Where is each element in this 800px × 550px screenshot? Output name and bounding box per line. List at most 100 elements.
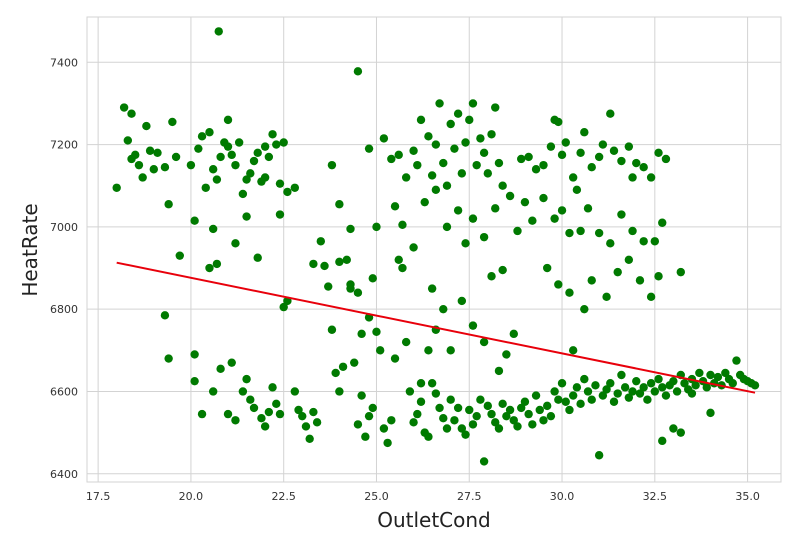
data-point [539, 160, 548, 170]
data-point [639, 383, 648, 392]
data-point [669, 424, 678, 433]
data-point [628, 387, 637, 396]
data-point [453, 109, 463, 118]
data-point [227, 150, 236, 160]
data-point [542, 401, 552, 411]
data-point [127, 109, 136, 118]
data-point [238, 387, 248, 396]
data-point [658, 436, 667, 446]
x-tick-label: 17.5 [86, 490, 111, 503]
data-point [476, 134, 485, 143]
data-point [390, 354, 400, 363]
data-point [721, 368, 730, 378]
data-point [401, 173, 411, 182]
data-point [494, 158, 504, 168]
data-point [565, 228, 574, 238]
data-point [602, 292, 611, 302]
data-point [676, 428, 685, 437]
data-point [509, 416, 518, 425]
data-point [672, 387, 682, 396]
data-point [246, 169, 255, 178]
data-point [576, 148, 585, 157]
data-point [628, 226, 637, 236]
data-point [517, 403, 526, 413]
data-point [194, 144, 203, 153]
data-point [342, 255, 351, 264]
data-point [439, 158, 448, 168]
data-point [145, 146, 155, 155]
data-point [450, 144, 459, 153]
data-point [542, 263, 552, 273]
data-point [275, 179, 285, 188]
data-point [379, 424, 389, 433]
data-point [565, 405, 574, 415]
data-point [138, 173, 147, 182]
data-point [275, 210, 285, 219]
data-point [127, 154, 136, 164]
data-point [643, 395, 652, 404]
data-point [361, 432, 370, 441]
data-point [561, 138, 570, 147]
data-point [190, 376, 199, 386]
data-point [186, 160, 196, 170]
data-point [372, 222, 381, 232]
data-point [197, 132, 207, 141]
data-point [583, 204, 593, 213]
data-point [190, 216, 199, 225]
data-point [424, 432, 433, 441]
data-point [617, 210, 626, 219]
data-point [587, 276, 596, 285]
data-point [231, 160, 240, 170]
data-point [461, 239, 470, 248]
data-point [253, 148, 262, 157]
data-point [290, 183, 300, 192]
data-point [539, 193, 548, 203]
data-point [457, 296, 467, 306]
data-point [253, 253, 262, 262]
data-point [468, 321, 478, 330]
data-point [461, 138, 470, 147]
data-point [364, 411, 374, 421]
data-point [272, 140, 281, 149]
data-point [227, 358, 236, 367]
data-point [320, 261, 329, 271]
data-point [327, 325, 337, 334]
data-point [427, 284, 437, 293]
data-point [594, 152, 604, 162]
data-point [524, 409, 533, 419]
data-point [572, 383, 582, 392]
data-point [646, 173, 656, 182]
data-point [431, 185, 441, 195]
data-point [498, 265, 507, 275]
data-point [732, 356, 741, 365]
data-point [628, 173, 637, 182]
data-point [327, 160, 337, 170]
data-point [439, 304, 448, 314]
data-point [223, 409, 233, 419]
data-point [509, 329, 518, 339]
data-point [294, 405, 303, 415]
data-point [713, 372, 723, 382]
data-point [539, 416, 548, 425]
data-point [205, 263, 214, 273]
x-tick-label: 22.5 [271, 490, 296, 503]
data-point [242, 374, 251, 384]
data-point [216, 364, 225, 374]
data-point [249, 403, 259, 413]
x-tick-label: 32.5 [643, 490, 668, 503]
data-point [646, 292, 656, 302]
data-point [231, 239, 240, 248]
data-point [416, 115, 426, 125]
data-point [427, 171, 437, 180]
data-point [242, 175, 251, 184]
data-point [617, 370, 626, 380]
data-point [379, 134, 389, 143]
data-point [264, 407, 274, 417]
data-point [298, 411, 307, 421]
data-point [498, 181, 507, 190]
data-point [491, 418, 500, 427]
data-point [409, 146, 418, 155]
data-point [335, 387, 344, 396]
data-point [338, 362, 348, 371]
